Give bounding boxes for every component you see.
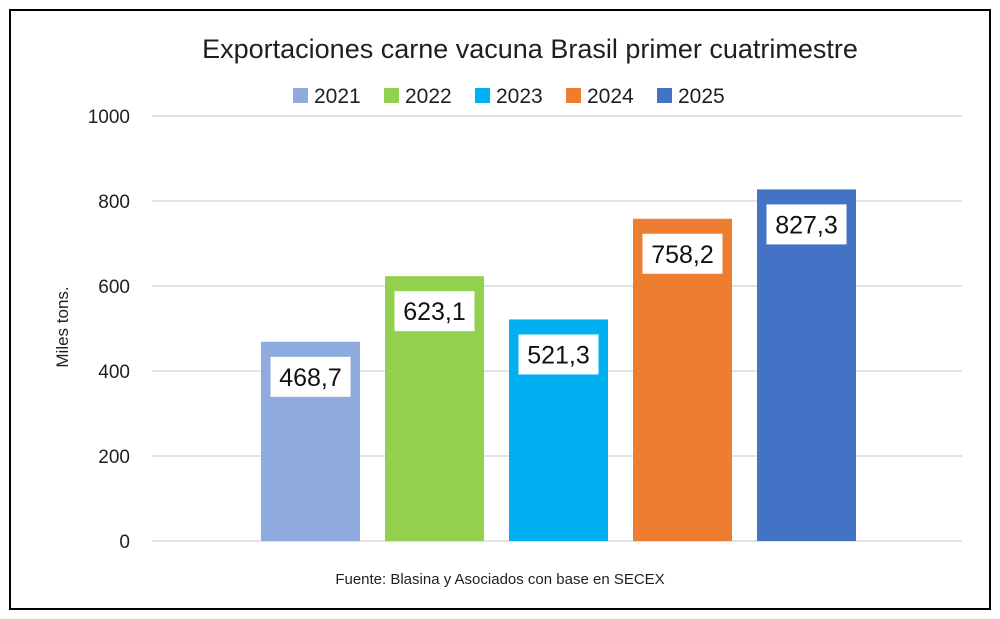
legend-label-2025: 2025 — [678, 85, 725, 108]
legend-swatch-2023 — [475, 88, 490, 103]
data-label-2024: 758,2 — [651, 241, 714, 269]
data-label-box — [766, 204, 847, 245]
y-axis-ticks: 0 200 400 600 800 1000 — [88, 107, 130, 553]
legend-swatch-2024 — [566, 88, 581, 103]
y-axis-title: Miles tons. — [53, 286, 72, 367]
chart-title: Exportaciones carne vacuna Brasil primer… — [202, 34, 858, 64]
data-label-2025: 827,3 — [775, 211, 838, 239]
data-label-2021: 468,7 — [279, 364, 342, 392]
legend-label-2024: 2024 — [587, 85, 634, 108]
chart-legend: 2021 2022 2023 2024 2025 — [293, 85, 725, 108]
data-label-2023: 521,3 — [527, 341, 590, 369]
data-label-box — [394, 291, 475, 332]
legend-swatch-2021 — [293, 88, 308, 103]
bar-2025 — [757, 189, 856, 541]
data-label-box — [642, 233, 723, 274]
data-label-2022: 623,1 — [403, 298, 466, 326]
legend-label-2022: 2022 — [405, 85, 452, 108]
legend-label-2021: 2021 — [314, 85, 361, 108]
legend-label-2023: 2023 — [496, 85, 543, 108]
source-note: Fuente: Blasina y Asociados con base en … — [335, 571, 664, 588]
y-tick-label: 800 — [98, 192, 130, 213]
y-tick-label: 1000 — [88, 107, 130, 128]
y-tick-label: 400 — [98, 362, 130, 383]
data-labels: 468,7 623,1 521,3 758,2 827,3 — [270, 204, 847, 397]
data-label-box — [518, 334, 599, 375]
y-tick-label: 200 — [98, 447, 130, 468]
y-tick-label: 600 — [98, 277, 130, 298]
data-label-box — [270, 356, 351, 397]
legend-swatch-2022 — [384, 88, 399, 103]
legend-swatch-2025 — [657, 88, 672, 103]
y-tick-label: 0 — [119, 532, 130, 553]
